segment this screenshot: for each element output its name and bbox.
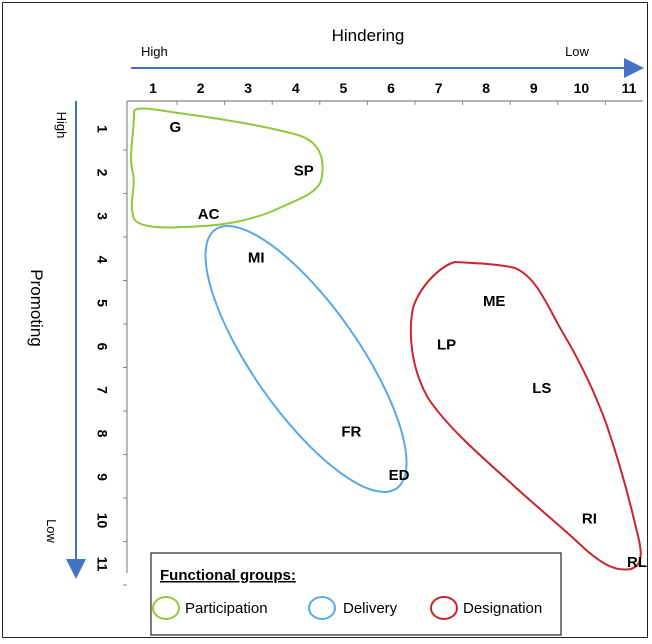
x-tick-label: 5 — [340, 80, 348, 96]
participation-group-outline — [130, 107, 324, 229]
item-label-g: G — [169, 119, 181, 136]
legend-participation-label: Participation — [185, 600, 268, 617]
legend-designation-swatch — [430, 596, 458, 620]
x-tick-label: 1 — [149, 80, 157, 96]
x-tick-label: 8 — [482, 80, 490, 96]
x-tick-label: 4 — [292, 80, 300, 96]
y-tick-label: 10 — [94, 513, 110, 529]
legend-delivery-swatch — [308, 596, 336, 620]
x-tick-label: 7 — [435, 80, 443, 96]
promoting-axis-title: Promoting — [27, 269, 46, 346]
y-tick-label: 4 — [94, 256, 110, 264]
item-label-mi: MI — [248, 249, 265, 266]
promoting-high-label: High — [54, 112, 69, 139]
y-tick-label: 9 — [94, 473, 110, 481]
y-tick-label: 7 — [94, 386, 110, 394]
y-tick-label: 2 — [94, 169, 110, 177]
y-tick-label: 3 — [94, 212, 110, 220]
item-label-ac: AC — [198, 206, 220, 223]
item-label-me: ME — [483, 293, 506, 310]
x-tick-label: 10 — [574, 80, 590, 96]
diagram-frame: Hindering High Low Promoting High Low 1 2… — [2, 2, 648, 638]
x-tick-label: 11 — [622, 80, 637, 96]
promoting-low-label: Low — [44, 519, 59, 543]
hindering-low-label: Low — [565, 44, 589, 59]
item-label-ls: LS — [532, 380, 551, 397]
legend-box — [150, 552, 562, 636]
legend-designation-label: Designation — [463, 600, 542, 617]
item-label-ri: RI — [582, 510, 597, 527]
item-label-sp: SP — [294, 162, 314, 179]
x-tick-label: 9 — [530, 80, 538, 96]
hindering-axis-title: Hindering — [332, 26, 405, 45]
delivery-group-outline — [204, 225, 408, 493]
y-tick-label: 11 — [94, 557, 110, 572]
y-tick-label: 8 — [94, 430, 110, 438]
x-tick-label: 2 — [197, 80, 205, 96]
hindering-high-label: High — [141, 44, 168, 59]
legend-participation-swatch — [152, 596, 180, 620]
functional-groups-diagram: Hindering High Low Promoting High Low 1 2… — [27, 26, 647, 636]
item-label-fr: FR — [341, 423, 361, 440]
x-tick-label: 6 — [387, 80, 395, 96]
item-label-rl: RL — [627, 554, 647, 571]
x-tick-label: 3 — [244, 80, 252, 96]
y-tick-label: 6 — [94, 343, 110, 351]
y-tick-label: 5 — [94, 299, 110, 307]
legend-title: Functional groups: — [160, 567, 296, 584]
legend-delivery-label: Delivery — [343, 600, 398, 617]
y-tick-label: 1 — [94, 125, 110, 133]
item-label-lp: LP — [437, 336, 456, 353]
item-label-ed: ED — [389, 467, 410, 484]
designation-group-outline — [409, 260, 642, 571]
